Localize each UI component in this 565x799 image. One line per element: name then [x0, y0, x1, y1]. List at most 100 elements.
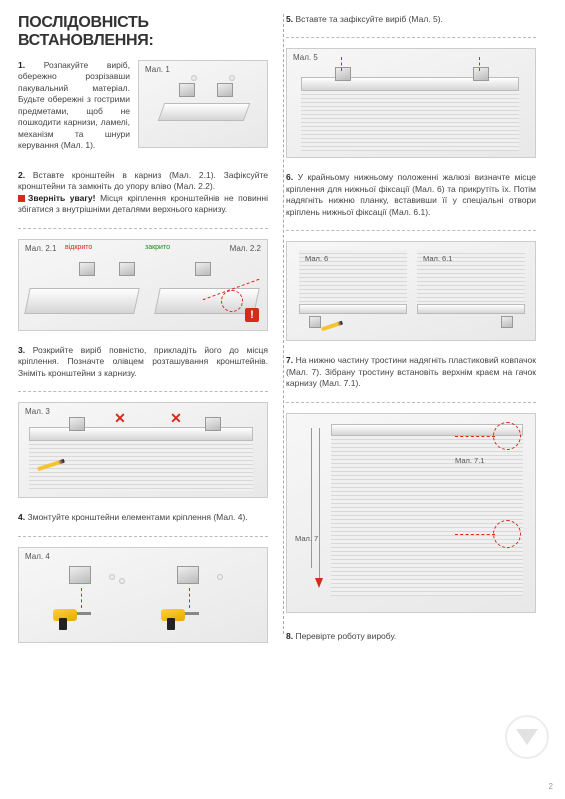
fig1-screw-2 — [229, 75, 235, 81]
figure-7: Мал. 7 Мал. 7.1 — [286, 413, 536, 613]
right-column: 5. Вставте та зафіксуйте виріб (Мал. 5).… — [286, 14, 536, 650]
step-2-text: 2. Вставте кронштейн в карниз (Мал. 2.1)… — [18, 170, 268, 216]
step-3-text: 3. Розкрийте виріб повністю, прикладіть … — [18, 345, 268, 379]
fig4-screw-1 — [109, 574, 115, 580]
figure-5-label: Мал. 5 — [293, 53, 318, 62]
fig5-bracket-2 — [473, 67, 489, 81]
dash-rule-4 — [286, 37, 536, 38]
fig4-drill-1 — [53, 606, 89, 628]
fig7-blinds — [331, 436, 523, 596]
figure-2-label-l: Мал. 2.1 — [25, 244, 56, 253]
watermark-icon — [505, 715, 549, 759]
step-7-body: На нижню частину тростини надягніть плас… — [286, 355, 536, 388]
figure-3: Мал. 3 ✕ ✕ — [18, 402, 268, 498]
figure-1: Мал. 1 — [138, 60, 268, 148]
drill-bit-icon — [185, 612, 199, 615]
fig4-screw-2 — [119, 578, 125, 584]
page-number: 2 — [549, 782, 553, 791]
step-8-body: Перевірте роботу виробу. — [295, 631, 396, 641]
step-1-num: 1. — [18, 60, 25, 70]
step-6-text: 6. У крайньому нижньому положенні жалюзі… — [286, 172, 536, 218]
fig1-bracket-2 — [217, 83, 233, 97]
step-5-body: Вставте та зафіксуйте виріб (Мал. 5). — [295, 14, 442, 24]
fig6-bottom-r — [417, 304, 525, 314]
left-column: ПОСЛІДОВНІСТЬ ВСТАНОВЛЕННЯ: 1. Розпакуйт… — [18, 14, 268, 650]
fig7-wand — [311, 428, 312, 568]
fig4-dash-2 — [189, 588, 190, 608]
fig3-blinds — [29, 441, 253, 491]
figure-3-label: Мал. 3 — [25, 407, 50, 416]
fig1-rail — [158, 103, 251, 121]
fig5-blinds — [301, 91, 519, 151]
figure-6-label-l: Мал. 6 — [305, 254, 328, 263]
step-2-body: Вставте кронштейн в карниз (Мал. 2.1). З… — [18, 170, 268, 191]
step-6-body: У крайньому нижньому положенні жалюзі ви… — [286, 172, 536, 216]
fig4-bracket-2 — [177, 566, 199, 584]
figure-1-label: Мал. 1 — [145, 65, 170, 74]
dash-rule-1 — [18, 228, 268, 229]
fig3-x-1: ✕ — [113, 411, 127, 425]
step-4-text: 4. Змонтуйте кронштейни елементами кріпл… — [18, 512, 268, 523]
fig2-circle — [221, 290, 243, 312]
step-7-num: 7. — [286, 355, 293, 365]
drill-bit-icon — [77, 612, 91, 615]
figure-4: Мал. 4 — [18, 547, 268, 643]
fig7-dash-1 — [455, 436, 495, 437]
step-7-text: 7. На нижню частину тростини надягніть п… — [286, 355, 536, 389]
fig2-alert-icon: ! — [245, 308, 259, 322]
step-8-text: 8. Перевірте роботу виробу. — [286, 631, 536, 642]
fig2-bracket-l — [79, 262, 95, 276]
page-title: ПОСЛІДОВНІСТЬ ВСТАНОВЛЕННЯ: — [18, 14, 268, 50]
fig3-x-2: ✕ — [169, 411, 183, 425]
fig7-circle-1 — [493, 422, 521, 450]
dash-rule-2 — [18, 391, 268, 392]
fig2-bracket-r — [195, 262, 211, 276]
fig4-bracket-1 — [69, 566, 91, 584]
step-1-text: 1. Розпакуйте виріб, обережно розрізавши… — [18, 60, 130, 152]
step-3-num: 3. — [18, 345, 25, 355]
fig7-cord — [319, 428, 320, 578]
page: ПОСЛІДОВНІСТЬ ВСТАНОВЛЕННЯ: 1. Розпакуйт… — [0, 0, 565, 664]
fig2-bracket-l2 — [119, 262, 135, 276]
step-1-body: Розпакуйте виріб, обережно розрізавши па… — [18, 60, 130, 150]
fig4-dash-1 — [81, 588, 82, 608]
fig7-dash-2 — [455, 534, 495, 535]
figure-5: Мал. 5 — [286, 48, 536, 158]
figure-6: Мал. 6 Мал. 6.1 — [286, 241, 536, 341]
fig5-dash-2 — [479, 57, 480, 71]
figure-7-label-l: Мал. 7 — [295, 534, 318, 543]
figure-2-open: відкрито — [65, 244, 92, 251]
download-arrow-icon — [516, 729, 538, 745]
column-divider — [283, 14, 284, 634]
step-6-num: 6. — [286, 172, 293, 182]
step-4-num: 4. — [18, 512, 25, 522]
fig7-tassel — [315, 578, 323, 588]
dash-rule-3 — [18, 536, 268, 537]
fig3-bracket-1 — [69, 417, 85, 431]
figure-2-closed: закрито — [145, 244, 170, 251]
fig2-rail-l — [24, 288, 140, 314]
fig6-bottom-l — [299, 304, 407, 314]
warning-icon — [18, 195, 25, 202]
fig4-drill-2 — [161, 606, 197, 628]
fig5-dash-1 — [341, 57, 342, 71]
step-4-body: Змонтуйте кронштейни елементами кріпленн… — [27, 512, 247, 522]
fig7-circle-2 — [493, 520, 521, 548]
fig5-bracket-1 — [335, 67, 351, 81]
step-2-num: 2. — [18, 170, 25, 180]
step-8-num: 8. — [286, 631, 293, 641]
figure-7-label-r: Мал. 7.1 — [455, 456, 484, 465]
figure-4-label: Мал. 4 — [25, 552, 50, 561]
step-5-text: 5. Вставте та зафіксуйте виріб (Мал. 5). — [286, 14, 536, 25]
fig2-rail-r — [154, 288, 260, 314]
step-2-warn-label: Зверніть увагу! — [28, 193, 95, 203]
step-5-num: 5. — [286, 14, 293, 24]
fig6-pencil — [321, 321, 343, 332]
dash-rule-6 — [286, 402, 536, 403]
step-3-body: Розкрийте виріб повністю, прикладіть йог… — [18, 345, 268, 378]
dash-rule-5 — [286, 230, 536, 231]
fig1-bracket-1 — [179, 83, 195, 97]
figure-2-label-r: Мал. 2.2 — [230, 244, 261, 253]
fig6-clip-r — [501, 316, 513, 328]
figure-6-label-r: Мал. 6.1 — [423, 254, 452, 263]
